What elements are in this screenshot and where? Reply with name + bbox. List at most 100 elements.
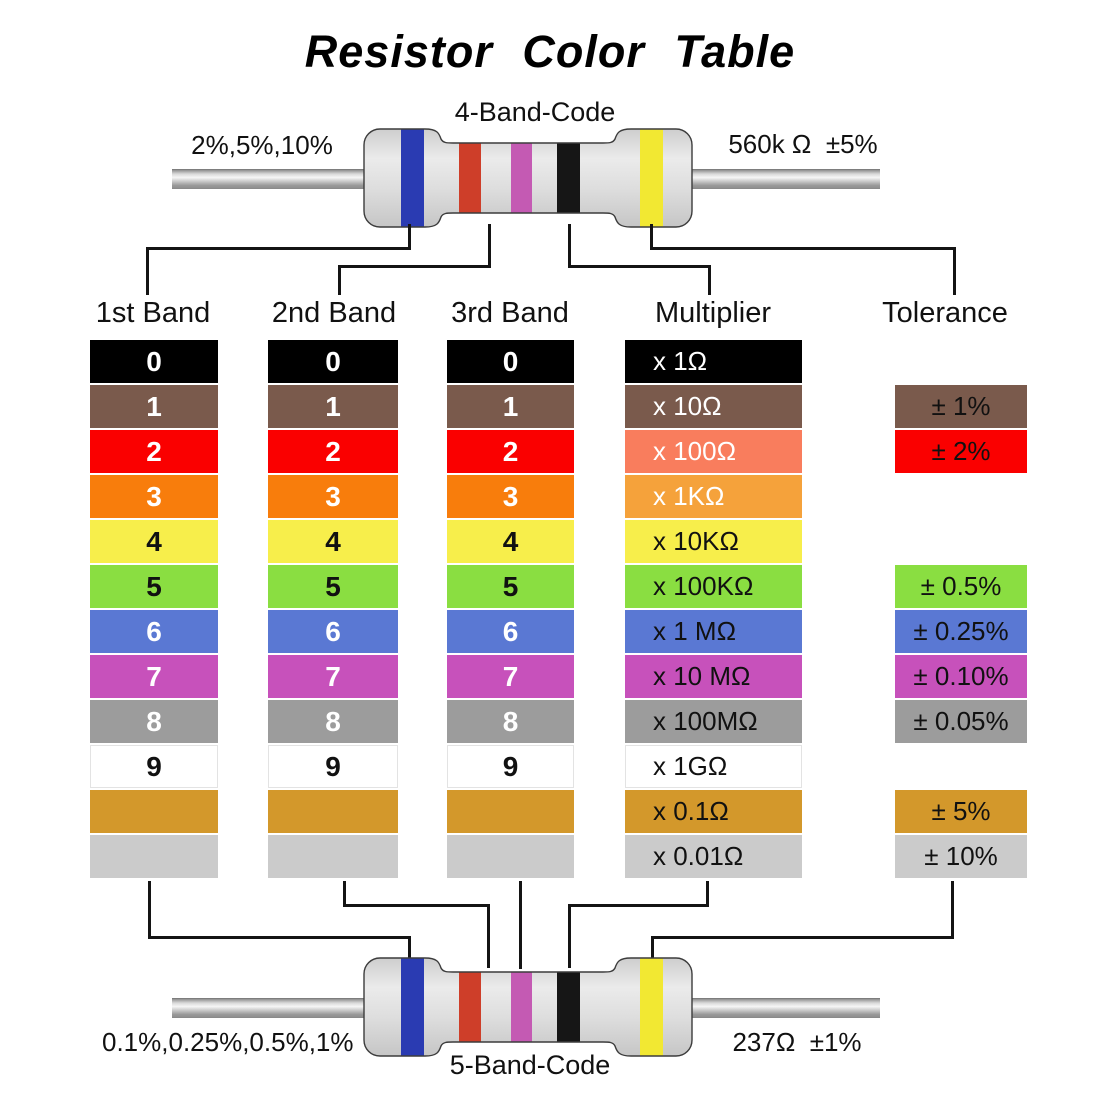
color-block-band2-blue: 6 <box>268 610 398 653</box>
connector-line <box>650 224 653 250</box>
top-resistor-left-lead <box>172 169 377 189</box>
resistor-outline <box>363 957 693 1057</box>
top-resistor-right-lead <box>680 169 880 189</box>
resistor-band-blue <box>401 958 424 1056</box>
color-block-multiplier-violet: x 10 MΩ <box>625 655 802 698</box>
color-block-label: ± 0.10% <box>913 661 1009 691</box>
color-block-band3-blue: 6 <box>447 610 574 653</box>
color-block-label: ± 0.5% <box>920 571 1002 601</box>
color-block-multiplier-salmon: x 100Ω <box>625 430 802 473</box>
connector-line <box>408 936 411 962</box>
color-block-label: 7 <box>325 661 341 692</box>
color-block-multiplier-black: x 1Ω <box>625 340 802 383</box>
color-block-label: ± 1% <box>931 391 991 421</box>
header-1st-band: 1st Band <box>95 297 211 329</box>
color-block-label: 7 <box>146 661 162 692</box>
color-block-band1-red: 2 <box>90 430 218 473</box>
color-block-band3-yellow: 4 <box>447 520 574 563</box>
five-band-resistor <box>363 957 693 1057</box>
color-block-band1-brown: 1 <box>90 385 218 428</box>
color-block-band3-gray: 8 <box>447 700 574 743</box>
color-block-band2-white: 9 <box>268 745 398 788</box>
resistor-band-blue <box>401 129 424 227</box>
color-block-band1-green: 5 <box>90 565 218 608</box>
color-block-band2-green: 5 <box>268 565 398 608</box>
connector-line <box>148 881 151 939</box>
header-3rd-band: 3rd Band <box>451 297 569 329</box>
color-block-band3-silver <box>447 835 574 878</box>
color-block-band1-violet: 7 <box>90 655 218 698</box>
color-block-multiplier-yellow: x 10KΩ <box>625 520 802 563</box>
connector-line <box>338 265 491 268</box>
connector-line <box>951 881 954 939</box>
resistor-body-svg <box>363 128 693 228</box>
color-block-multiplier-silver: x 0.01Ω <box>625 835 802 878</box>
color-block-tolerance-violet: ± 0.10% <box>895 655 1027 698</box>
color-block-tolerance-silver: ± 10% <box>895 835 1027 878</box>
connector-line <box>651 936 954 939</box>
color-block-label: 3 <box>146 481 162 512</box>
color-block-multiplier-blue: x 1 MΩ <box>625 610 802 653</box>
connector-line <box>148 936 411 939</box>
connector-line <box>568 904 709 907</box>
color-block-label: 9 <box>146 751 162 782</box>
connector-line <box>146 247 149 295</box>
color-block-label: x 0.01Ω <box>653 841 744 871</box>
connector-line <box>408 224 411 250</box>
color-block-multiplier-green: x 100KΩ <box>625 565 802 608</box>
resistor-band-yellow <box>640 129 663 227</box>
color-block-band3-brown: 1 <box>447 385 574 428</box>
color-block-label: 1 <box>146 391 162 422</box>
color-block-band3-orange: 3 <box>447 475 574 518</box>
color-block-label: x 100MΩ <box>653 706 758 736</box>
color-block-tolerance-green: ± 0.5% <box>895 565 1027 608</box>
color-block-label: 9 <box>325 751 341 782</box>
color-block-label: ± 0.25% <box>913 616 1009 646</box>
color-block-band2-yellow: 4 <box>268 520 398 563</box>
color-block-multiplier-orange_light: x 1KΩ <box>625 475 802 518</box>
color-block-band1-white: 9 <box>90 745 218 788</box>
color-block-multiplier-brown: x 10Ω <box>625 385 802 428</box>
color-block-label: 4 <box>325 526 341 557</box>
connector-line <box>487 904 490 968</box>
color-block-band2-gray: 8 <box>268 700 398 743</box>
color-block-label: x 10Ω <box>653 391 722 421</box>
color-block-tolerance-gray: ± 0.05% <box>895 700 1027 743</box>
connector-line <box>343 904 490 907</box>
resistor-body-svg <box>363 957 693 1057</box>
header-2nd-band: 2nd Band <box>271 297 397 329</box>
resistor-band-violet <box>511 958 532 1056</box>
color-block-label: 0 <box>146 346 162 377</box>
resistor-band-red <box>459 129 481 227</box>
resistor-band-red <box>459 958 481 1056</box>
connector-line <box>146 247 411 250</box>
bottom-resistor-right-label: 237Ω ±1% <box>732 1027 862 1057</box>
color-block-label: x 1KΩ <box>653 481 725 511</box>
connector-line <box>568 224 571 268</box>
color-block-label: 8 <box>146 706 162 737</box>
color-block-label: x 100KΩ <box>653 571 754 601</box>
color-block-label: ± 2% <box>931 436 991 466</box>
color-block-label: 6 <box>146 616 162 647</box>
color-block-band2-red: 2 <box>268 430 398 473</box>
color-block-band3-black: 0 <box>447 340 574 383</box>
color-block-label: 2 <box>146 436 162 467</box>
connector-line <box>568 265 711 268</box>
color-block-label: 8 <box>502 706 519 737</box>
color-block-band2-black: 0 <box>268 340 398 383</box>
connector-line <box>343 881 346 907</box>
color-block-label: 3 <box>325 481 341 512</box>
top-resistor-right-label: 560k Ω ±5% <box>728 129 878 159</box>
color-block-multiplier-gold: x 0.1Ω <box>625 790 802 833</box>
color-block-band3-red: 2 <box>447 430 574 473</box>
bottom-resistor-right-lead <box>680 998 880 1018</box>
connector-line <box>488 224 491 268</box>
color-block-label: 0 <box>325 346 341 377</box>
color-block-label: x 1Ω <box>653 346 708 376</box>
color-block-band2-gold <box>268 790 398 833</box>
connector-line <box>651 936 654 962</box>
four-band-code-label: 4-Band-Code <box>454 97 616 127</box>
color-block-label: 2 <box>325 436 341 467</box>
color-block-band2-violet: 7 <box>268 655 398 698</box>
color-block-band2-brown: 1 <box>268 385 398 428</box>
